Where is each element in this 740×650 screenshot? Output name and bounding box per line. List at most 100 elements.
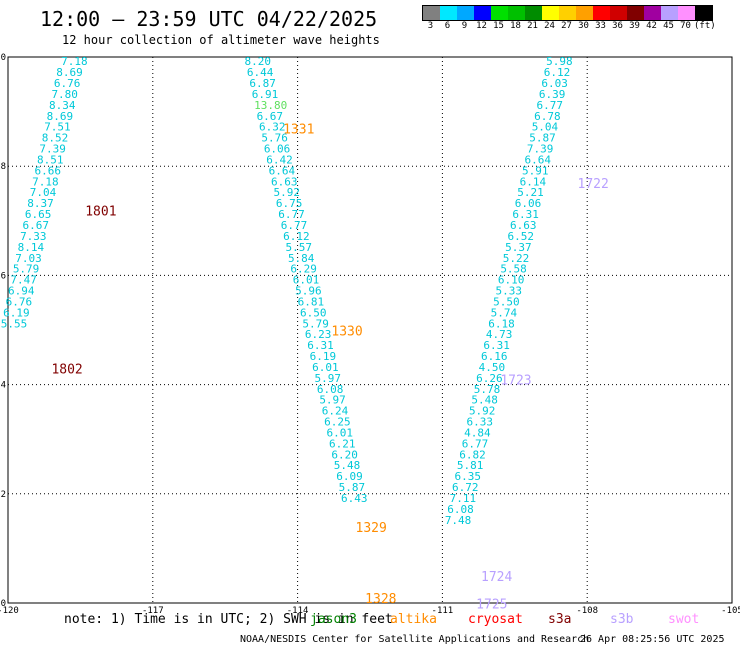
generated-timestamp: 26 Apr 08:25:56 UTC 2025 (580, 634, 725, 645)
wave-height-label: 6.14 (520, 175, 547, 188)
wave-height-label: 6.91 (252, 88, 279, 101)
wave-height-label: 6.31 (512, 208, 539, 221)
wave-height-label: 5.48 (471, 394, 498, 407)
wave-height-label: 5.78 (474, 383, 501, 396)
colorbar-swatch (440, 6, 457, 20)
wave-height-label: 6.76 (54, 77, 81, 90)
wave-height-label: 5.79 (13, 263, 40, 276)
colorbar-label: 45 (663, 21, 674, 31)
wave-height-label: 6.72 (452, 481, 479, 494)
wave-height-label: 6.20 (331, 448, 358, 461)
wave-height-label: 7.39 (527, 143, 554, 156)
wave-height-label: 4.73 (486, 328, 512, 341)
wave-height-label: 5.96 (295, 285, 322, 298)
wave-height-label: 7.47 (10, 274, 37, 287)
wave-height-label: 7.51 (44, 121, 70, 134)
y-tick-label: 4 (1, 381, 6, 391)
colorbar-swatch (576, 6, 593, 20)
wave-height-label: 8.14 (18, 241, 45, 254)
wave-height-label: 6.29 (290, 263, 317, 276)
legend-item-s3b: s3b (610, 612, 634, 627)
wave-height-label: 6.67 (257, 110, 284, 123)
wave-height-label: 8.69 (47, 110, 74, 123)
colorbar-swatch (678, 6, 695, 20)
wave-height-label: 6.50 (300, 306, 327, 319)
colorbar-label: 6 (444, 21, 451, 31)
page-subtitle: 12 hour collection of altimeter wave hei… (62, 33, 380, 47)
wave-height-label: 5.22 (503, 252, 530, 265)
colorbar-label: 70 (680, 21, 691, 31)
wave-height-label: 6.76 (6, 295, 33, 308)
wave-height-label: 6.01 (312, 361, 339, 374)
colorbar-label: 18 (510, 21, 521, 31)
wave-height-label: 6.75 (276, 197, 303, 210)
wave-height-label: 13.80 (254, 99, 287, 112)
pass-time-label: 1724 (481, 570, 512, 585)
wave-height-label: 6.24 (322, 405, 349, 418)
wave-height-label: 7.80 (51, 88, 78, 101)
wave-height-label: 6.64 (269, 164, 296, 177)
wave-height-label: 6.81 (298, 295, 325, 308)
x-tick-label: -117 (142, 606, 164, 616)
colorbar-label: 33 (595, 21, 606, 31)
wave-height-label: 6.64 (524, 153, 551, 166)
wave-height-label: 5.58 (500, 263, 527, 276)
colorbar-swatch (559, 6, 576, 20)
wave-height-label: 6.43 (341, 492, 368, 505)
colorbar-label: 9 (461, 21, 468, 31)
pass-time-label: 1802 (51, 363, 82, 378)
wave-height-label: 6.32 (259, 121, 286, 134)
colorbar-swatch (508, 6, 525, 20)
wave-height-label: 6.77 (462, 437, 489, 450)
wave-height-label: 5.21 (517, 186, 544, 199)
wave-height-label: 6.66 (35, 164, 62, 177)
wave-height-label: 5.91 (522, 164, 549, 177)
wave-height-label: 5.74 (491, 306, 518, 319)
wave-height-label: 5.33 (495, 285, 522, 298)
colorbar-swatch (491, 6, 508, 20)
wave-height-label: 6.78 (534, 110, 561, 123)
wave-height-label: 6.19 (3, 306, 30, 319)
wave-height-label: 5.76 (261, 132, 288, 145)
wave-height-label: 6.63 (510, 219, 537, 232)
wave-height-label: 7.11 (450, 492, 477, 505)
wave-height-label: 6.06 (515, 197, 542, 210)
colorbar-label: 15 (493, 21, 504, 31)
pass-time-label: 1722 (578, 177, 609, 192)
wave-height-label: 5.87 (529, 132, 556, 145)
wave-height-label: 8.34 (49, 99, 76, 112)
colorbar-swatch (593, 6, 610, 20)
colorbar (422, 5, 713, 21)
wave-height-label: 5.04 (532, 121, 559, 134)
wave-height-label: 5.92 (273, 186, 300, 199)
colorbar-swatch (610, 6, 627, 20)
wave-height-label: 7.03 (15, 252, 41, 265)
wave-height-label: 6.21 (329, 437, 356, 450)
wave-height-label: 6.26 (476, 372, 503, 385)
y-tick-label: 2 (1, 490, 6, 500)
x-tick-label: -108 (576, 606, 598, 616)
wave-height-label: 7.33 (20, 230, 47, 243)
plot-frame (7, 56, 733, 604)
x-tick-label: -105 (721, 606, 740, 616)
colorbar-swatch (525, 6, 542, 20)
legend-item-swot: swot (668, 612, 700, 627)
wave-height-label: 8.69 (56, 66, 82, 79)
wave-height-label: 6.39 (539, 88, 566, 101)
colorbar-swatch (627, 6, 644, 20)
wave-height-label: 5.79 (302, 317, 329, 330)
wave-height-label: 6.82 (459, 448, 486, 461)
footnote: note: 1) Time is in UTC; 2) SWH is in fe… (64, 612, 393, 627)
pass-time-label: 1723 (500, 374, 531, 389)
wave-height-label: 6.25 (324, 416, 351, 429)
y-tick-label: 0 (1, 599, 6, 609)
wave-height-label: 6.44 (247, 66, 274, 79)
wave-height-label: 6.10 (498, 274, 525, 287)
wave-height-label: 6.03 (541, 77, 568, 90)
colorbar-label: 3 (427, 21, 434, 31)
wave-height-label: 8.37 (27, 197, 54, 210)
pass-time-label: 1725 (476, 597, 507, 612)
wave-height-label: 6.33 (467, 416, 494, 429)
colorbar-label: 36 (612, 21, 623, 31)
